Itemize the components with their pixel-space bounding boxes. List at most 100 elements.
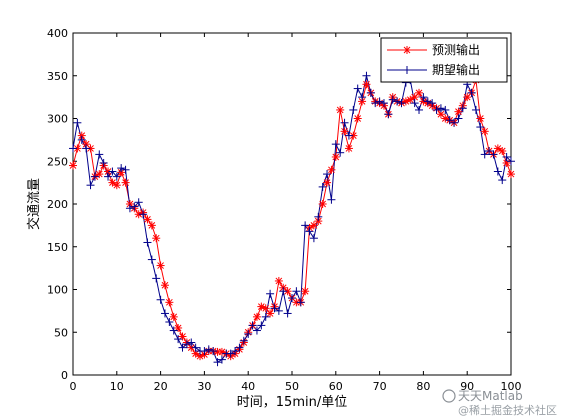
data-point [305,227,314,236]
data-point [139,210,148,219]
data-point [125,204,134,213]
data-point [191,343,200,352]
data-point [288,294,296,303]
data-point [169,312,178,321]
data-point [121,178,130,187]
data-point [397,99,406,108]
data-point [384,110,393,119]
legend-box [380,37,508,83]
data-point [507,157,515,166]
data-point [169,326,178,335]
data-point [152,234,161,243]
data-point [344,144,353,153]
data-point [450,118,459,127]
legend-marker-expected [403,66,411,74]
series-markers [69,71,515,367]
data-point [358,93,367,102]
data-point [314,212,323,221]
x-tick-label: 30 [197,380,211,393]
data-point [432,105,441,114]
x-tick-label: 100 [501,380,522,393]
data-point [134,198,143,207]
data-point [458,104,467,113]
data-point [323,178,332,187]
data-point [331,152,340,161]
data-point [415,88,424,97]
data-point [349,131,358,140]
data-point [393,97,402,106]
data-point [498,176,507,185]
data-point [366,88,375,97]
y-axis: 0 50 100 150 200 250 300 350 400 [47,27,511,382]
data-point [507,170,515,179]
data-point [130,202,139,211]
x-tick-label: 50 [285,380,299,393]
data-point [86,181,95,190]
data-point [156,261,165,270]
data-point [204,345,213,354]
data-point [174,323,183,332]
data-point [480,150,489,159]
data-point [213,358,222,367]
x-tick-label: 80 [416,380,430,393]
data-point [112,181,121,190]
data-point [95,150,104,159]
plot-area [72,32,512,376]
data-point [117,164,126,173]
legend-marker-glyph [403,46,411,54]
data-point [344,131,353,140]
data-point [379,99,388,108]
y-tick-label: 400 [47,27,68,40]
data-point [257,321,266,330]
data-point [182,340,191,349]
data-point [187,338,196,347]
data-point [419,93,428,102]
data-point [252,326,261,335]
data-point [502,152,511,161]
data-point [327,165,336,174]
data-point [301,287,310,296]
y-tick-label: 250 [47,155,68,168]
data-point [174,335,183,344]
data-point [467,88,476,97]
data-point [117,168,126,177]
data-point [471,105,480,114]
data-point [388,95,397,104]
data-point [476,123,485,132]
data-point [436,104,445,113]
data-point [121,165,130,174]
data-point [235,343,244,352]
watermark-site: @稀土掘金技术社区 [458,403,557,417]
data-point [362,71,371,80]
data-point [73,118,82,127]
data-point [454,114,463,123]
data-point [147,255,156,264]
data-point [301,221,310,230]
y-axis-label: 交通流量 [26,178,42,230]
data-point [90,172,99,181]
x-tick-label: 40 [241,380,255,393]
data-point [156,295,165,304]
data-point [371,99,380,108]
y-tick-label: 150 [47,241,68,254]
data-point [77,135,86,144]
data-point [336,105,345,114]
data-point [209,347,218,356]
data-point [349,105,358,114]
data-point [108,167,117,176]
legend-marker-glyph [403,66,411,74]
data-point [104,172,113,181]
data-point [108,178,117,187]
data-point [476,114,485,123]
data-point [178,332,187,341]
data-point [160,309,169,318]
data-point [200,347,209,356]
y-tick-label: 0 [61,369,68,382]
data-point [261,312,270,321]
data-point [178,343,187,352]
data-point [244,329,253,338]
data-point [375,97,384,106]
data-point [454,107,463,116]
x-axis: 0 10 20 30 40 50 60 70 80 90 100 [70,33,522,393]
